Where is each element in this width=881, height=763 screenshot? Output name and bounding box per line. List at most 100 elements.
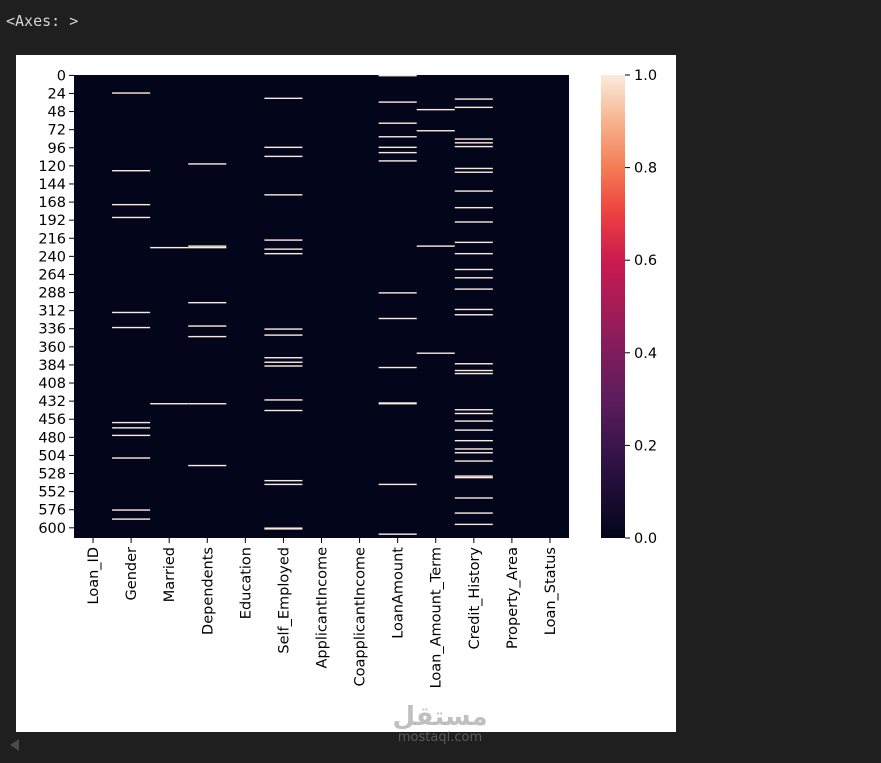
heatmap-cell-missing: [454, 412, 493, 415]
heatmap-cell-missing: [378, 483, 417, 486]
heatmap-cell-missing: [454, 171, 493, 173]
x-tick-label: Loan_Status: [543, 547, 559, 635]
heatmap-cell-missing: [454, 523, 493, 526]
y-tick-label: 192: [38, 213, 66, 229]
heatmap-cell-missing: [264, 334, 303, 336]
axes-output-label: <Axes: >: [6, 12, 79, 30]
colorbar: [601, 75, 625, 538]
heatmap-cell-missing: [378, 75, 417, 77]
heatmap-cell-missing: [454, 420, 493, 422]
heatmap-cell-missing: [454, 268, 493, 271]
heatmap-cell-missing: [454, 363, 493, 365]
heatmap-cell-missing: [264, 328, 303, 330]
heatmap-cell-missing: [378, 403, 417, 405]
heatmap-cell-missing: [264, 194, 303, 196]
heatmap-cell-missing: [112, 457, 151, 459]
heatmap-cell-missing: [454, 252, 493, 255]
heatmap-cell-missing: [112, 170, 151, 172]
heatmap-cell-missing: [264, 483, 303, 486]
y-tick-label: 288: [38, 286, 66, 302]
colorbar-tick-label: 0.2: [634, 438, 657, 454]
heatmap-cell-missing: [454, 429, 493, 431]
heatmap-cell-missing: [454, 190, 493, 192]
y-tick-label: 576: [38, 503, 66, 519]
x-tick-label: Credit_History: [467, 547, 483, 650]
heatmap-background: [74, 75, 569, 538]
heatmap-cell-missing: [454, 241, 493, 244]
heatmap-cell-missing: [454, 221, 493, 223]
heatmap-cell-missing: [264, 252, 303, 255]
heatmap-cell-missing: [454, 476, 493, 479]
heatmap-cell-missing: [378, 317, 417, 320]
heatmap-cell-missing: [416, 130, 455, 132]
x-tick-label: Education: [238, 547, 254, 619]
heatmap-cell-missing: [378, 101, 417, 103]
heatmap-cell-missing: [454, 277, 493, 279]
heatmap-cell-missing: [454, 106, 493, 109]
watermark-logo: مستقل: [392, 702, 488, 732]
y-tick-label: 360: [38, 340, 66, 356]
y-tick-label: 432: [38, 394, 66, 410]
heatmap-cell-missing: [188, 246, 227, 249]
x-tick-label: CoapplicantIncome: [353, 547, 369, 687]
heatmap-cell-missing: [264, 146, 303, 149]
heatmap-cell-missing: [188, 464, 227, 467]
y-tick-label: 504: [38, 448, 66, 464]
heatmap-cell-missing: [454, 372, 493, 375]
heatmap-cell-missing: [264, 527, 303, 529]
heatmap-cell-missing: [454, 439, 493, 442]
heatmap-cell-missing: [264, 239, 303, 241]
heatmap-cell-missing: [264, 409, 303, 412]
y-tick-label: 600: [38, 521, 66, 537]
x-tick-label: Loan_Amount_Term: [429, 547, 445, 688]
x-tick-label: Loan_ID: [86, 547, 102, 604]
heatmap-figure: 0 24 48 72 96 120 144 168 192 216 240 264 288 312 336 3…: [16, 55, 676, 732]
heatmap-cell-missing: [112, 216, 151, 219]
heatmap-cell-missing: [112, 518, 151, 520]
heatmap-cell-missing: [454, 288, 493, 290]
heatmap-cell-missing: [188, 335, 227, 338]
heatmap-cell-missing: [378, 533, 417, 535]
y-tick-label: 552: [38, 485, 66, 501]
heatmap-cell-missing: [454, 512, 493, 514]
x-tick-label: Dependents: [200, 547, 216, 635]
heatmap-cell-missing: [188, 403, 227, 405]
watermark: مستقل mostaql.com: [386, 703, 494, 745]
heatmap-cell-missing: [378, 122, 417, 124]
heatmap-cell-missing: [416, 108, 455, 111]
y-tick-label: 312: [38, 304, 66, 320]
y-tick-label: 240: [38, 249, 66, 265]
heatmap-cell-missing: [416, 352, 455, 354]
y-tick-label: 264: [38, 267, 66, 283]
heatmap-cell-missing: [264, 479, 303, 482]
y-tick-label: 384: [38, 358, 66, 374]
y-tick-label: 24: [48, 86, 66, 102]
heatmap-chart: 0 24 48 72 96 120 144 168 192 216 240 264 288 312 336 3…: [38, 68, 657, 688]
y-tick-label: 96: [48, 141, 66, 157]
colorbar-tick-label: 0.8: [634, 161, 657, 177]
heatmap-cell-missing: [112, 92, 151, 94]
heatmap-cell-missing: [188, 163, 227, 165]
x-tick-label: Self_Employed: [276, 547, 292, 654]
y-tick-label: 216: [38, 231, 66, 247]
x-tick-label: LoanAmount: [391, 547, 407, 639]
heatmap-cell-missing: [188, 325, 227, 327]
heatmap-cell-missing: [454, 448, 493, 450]
y-tick-label: 120: [38, 159, 66, 175]
heatmap-cell-missing: [454, 369, 493, 372]
heatmap-cell-missing: [264, 399, 303, 401]
heatmap-cell-missing: [264, 528, 303, 530]
y-tick-label: 144: [38, 177, 66, 193]
heatmap-cell-missing: [378, 160, 417, 162]
heatmap-cell-missing: [150, 246, 189, 249]
y-tick-label: 336: [38, 322, 66, 338]
heatmap-cell-missing: [264, 361, 303, 363]
heatmap-cell-missing: [188, 301, 227, 304]
heatmap-cell-missing: [454, 206, 493, 209]
scroll-left-arrow-icon[interactable]: [10, 739, 19, 751]
heatmap-cell-missing: [378, 146, 417, 149]
heatmap-cell-missing: [454, 142, 493, 144]
heatmap-cell-missing: [378, 136, 417, 138]
colorbar-tick-label: 0.6: [634, 253, 657, 269]
heatmap-cell-missing: [112, 421, 151, 424]
